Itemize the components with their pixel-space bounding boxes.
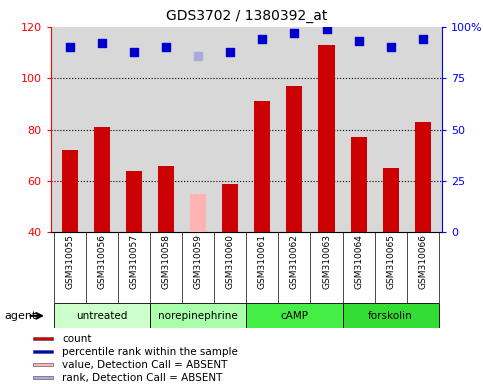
Text: GSM310060: GSM310060 [226,234,235,289]
Point [419,36,426,42]
Bar [33,350,53,353]
Bar [222,184,238,232]
Text: value, Detection Call = ABSENT: value, Detection Call = ABSENT [62,359,227,369]
Point [258,36,266,42]
Bar [246,303,342,328]
Text: percentile rank within the sample: percentile rank within the sample [62,347,238,357]
Point [98,40,106,46]
Text: count: count [62,334,91,344]
Bar [318,45,335,232]
Title: GDS3702 / 1380392_at: GDS3702 / 1380392_at [166,9,327,23]
Text: GSM310055: GSM310055 [66,234,74,289]
Text: forskolin: forskolin [368,311,413,321]
Point [194,53,202,59]
Bar [54,303,150,328]
Bar [33,376,53,379]
Text: rank, Detection Call = ABSENT: rank, Detection Call = ABSENT [62,372,222,382]
Bar [190,194,206,232]
Bar [415,122,431,232]
Text: GSM310064: GSM310064 [354,234,363,289]
Bar [383,168,398,232]
Text: GSM310065: GSM310065 [386,234,395,289]
Text: GSM310058: GSM310058 [162,234,170,289]
Point [130,48,138,55]
Bar [33,337,53,340]
Text: GSM310056: GSM310056 [98,234,107,289]
Text: GSM310062: GSM310062 [290,234,299,289]
Bar [150,303,246,328]
Bar [351,137,367,232]
Point [355,38,362,44]
Bar [33,363,53,366]
Bar [255,101,270,232]
Text: GSM310066: GSM310066 [418,234,427,289]
Point [162,44,170,50]
Bar [94,127,110,232]
Text: GSM310059: GSM310059 [194,234,203,289]
Text: untreated: untreated [76,311,128,321]
Text: norepinephrine: norepinephrine [158,311,238,321]
Bar [286,86,302,232]
Text: GSM310063: GSM310063 [322,234,331,289]
Point [66,44,74,50]
Bar [126,170,142,232]
Bar [342,303,439,328]
Text: cAMP: cAMP [281,311,309,321]
Bar [62,150,78,232]
Text: agent: agent [5,311,37,321]
Text: GSM310057: GSM310057 [129,234,139,289]
Point [323,26,330,32]
Bar [158,166,174,232]
Text: GSM310061: GSM310061 [258,234,267,289]
Point [291,30,298,36]
Point [387,44,395,50]
Point [227,48,234,55]
